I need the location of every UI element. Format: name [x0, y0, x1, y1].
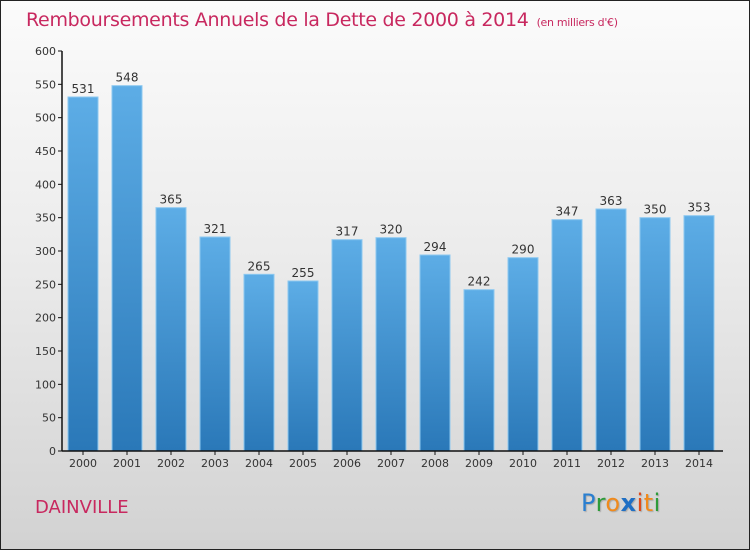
bar-2014 — [683, 215, 715, 452]
x-tick-label-2009: 2009 — [465, 457, 493, 470]
bar-2005 — [287, 280, 319, 452]
y-tick-label-450: 450 — [35, 145, 56, 158]
y-tick-label-150: 150 — [35, 345, 56, 358]
x-tick-label-2002: 2002 — [157, 457, 185, 470]
data-label-2004: 265 — [248, 259, 271, 273]
bar-2001 — [111, 85, 143, 452]
x-tick-label-2006: 2006 — [333, 457, 361, 470]
x-tick-label-2007: 2007 — [377, 457, 405, 470]
data-label-2013: 350 — [644, 203, 667, 217]
city-name: DAINVILLE — [35, 497, 129, 518]
data-label-2006: 317 — [336, 225, 359, 239]
data-label-2005: 255 — [292, 266, 315, 280]
data-label-2007: 320 — [380, 223, 403, 237]
x-tick-label-2011: 2011 — [553, 457, 581, 470]
bar-2008 — [419, 254, 451, 452]
data-label-2014: 353 — [688, 201, 711, 215]
bar-2004 — [243, 273, 275, 452]
x-tick-label-2012: 2012 — [597, 457, 625, 470]
data-label-2011: 347 — [556, 205, 579, 219]
y-tick-label-100: 100 — [35, 378, 56, 391]
x-tick-label-2014: 2014 — [685, 457, 713, 470]
bar-2011 — [551, 219, 583, 452]
data-label-2003: 321 — [204, 222, 227, 236]
y-tick-label-550: 550 — [35, 78, 56, 91]
y-tick-label-300: 300 — [35, 245, 56, 258]
logo-letter: i — [636, 489, 644, 517]
y-tick-label-250: 250 — [35, 278, 56, 291]
logo-letter: P — [581, 489, 596, 517]
x-tick-label-2001: 2001 — [113, 457, 141, 470]
x-tick-label-2004: 2004 — [245, 457, 273, 470]
bar-2003 — [199, 236, 231, 452]
x-tick-label-2013: 2013 — [641, 457, 669, 470]
y-tick-label-0: 0 — [49, 445, 56, 458]
logo-letter: o — [605, 489, 621, 517]
bar-2002 — [155, 207, 187, 452]
data-label-2009: 242 — [468, 275, 491, 289]
y-tick-label-400: 400 — [35, 178, 56, 191]
data-label-2000: 531 — [72, 82, 95, 96]
x-tick-label-2005: 2005 — [289, 457, 317, 470]
logo-letter: x — [620, 489, 637, 517]
bar-2012 — [595, 208, 627, 452]
data-label-2001: 548 — [116, 71, 139, 85]
x-tick-label-2010: 2010 — [509, 457, 537, 470]
data-label-2002: 365 — [160, 193, 183, 207]
bar-chart: 531 548 365 321 265 255 317 320 294 242 290 347 363 3… — [35, 45, 723, 470]
proxiti-logo[interactable]: Proxiti — [581, 489, 661, 517]
x-tick-label-2008: 2008 — [421, 457, 449, 470]
y-tick-label-350: 350 — [35, 212, 56, 225]
y-tick-label-200: 200 — [35, 312, 56, 325]
data-label-2012: 363 — [600, 194, 623, 208]
title-text: Remboursements Annuels de la Dette de 20… — [26, 9, 529, 31]
y-tick-label-600: 600 — [35, 45, 56, 58]
data-label-2008: 294 — [424, 240, 447, 254]
bar-2006 — [331, 239, 363, 452]
x-tick-label-2003: 2003 — [201, 457, 229, 470]
y-tick-label-50: 50 — [42, 412, 56, 425]
bar-2000 — [67, 96, 99, 452]
logo-letter: i — [653, 489, 661, 517]
logo-letter: t — [643, 489, 654, 517]
y-tick-label-500: 500 — [35, 112, 56, 125]
bar-2009 — [463, 289, 495, 452]
x-tick-label-2000: 2000 — [69, 457, 97, 470]
bar-2010 — [507, 257, 539, 452]
data-label-2010: 290 — [512, 243, 535, 257]
chart-title: Remboursements Annuels de la Dette de 20… — [26, 9, 618, 31]
bar-2013 — [639, 217, 671, 452]
logo-letter: r — [595, 489, 606, 517]
title-unit: (en milliers d'€) — [536, 16, 618, 29]
bar-2007 — [375, 237, 407, 452]
